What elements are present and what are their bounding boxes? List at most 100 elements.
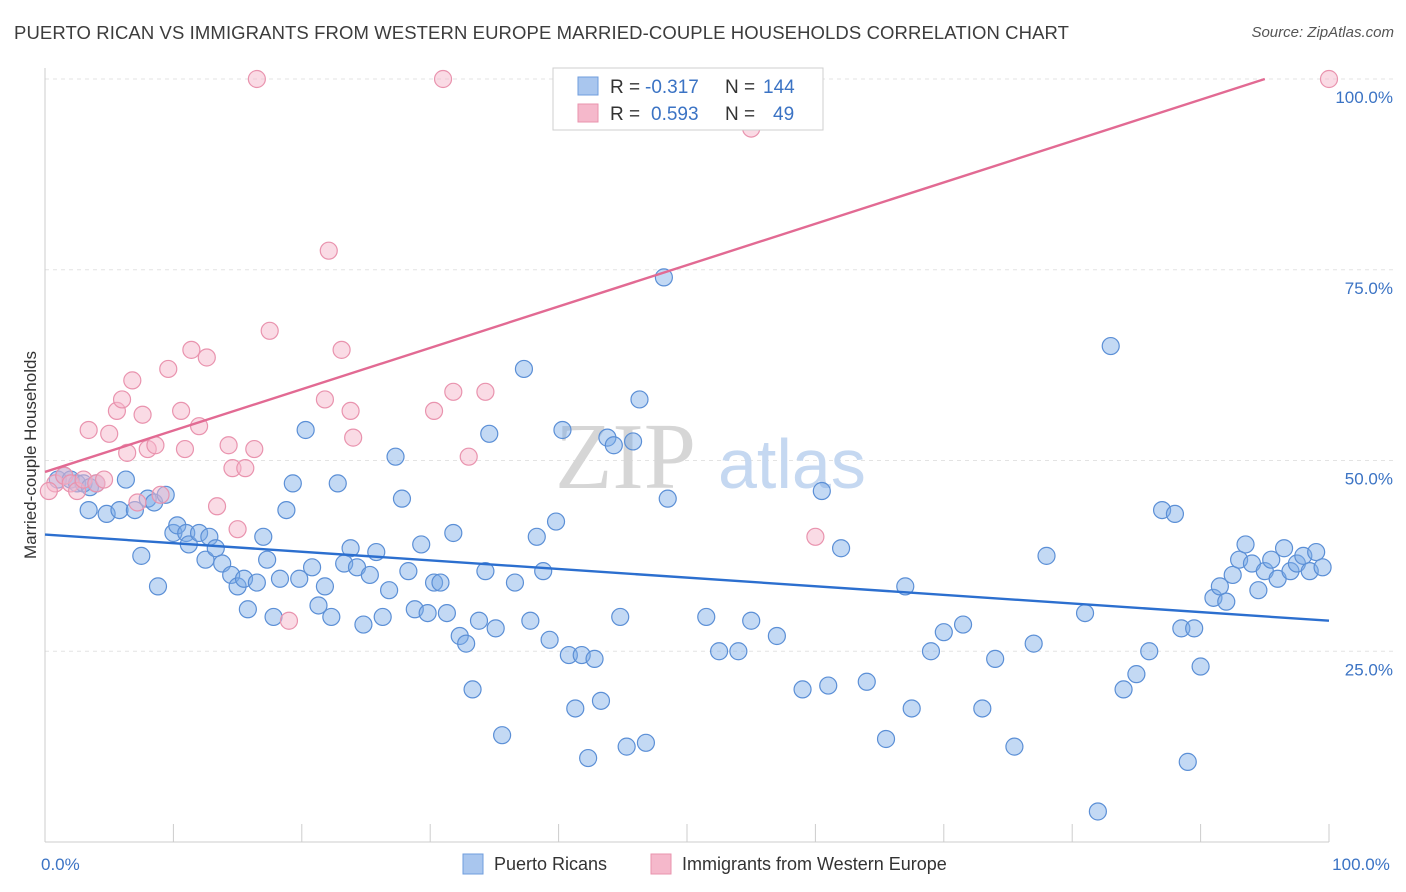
data-point bbox=[279, 611, 299, 630]
data-point bbox=[1088, 802, 1107, 821]
data-point bbox=[896, 577, 915, 596]
tick-labels: 25.0% 50.0% 75.0% 100.0% 0.0% 100.0% bbox=[41, 88, 1393, 874]
data-point bbox=[245, 439, 264, 459]
legend-swatch-puerto-ricans bbox=[577, 76, 599, 96]
legend-r-value: 0.593 bbox=[651, 104, 699, 125]
data-point bbox=[277, 500, 296, 520]
data-point bbox=[79, 420, 98, 440]
data-point bbox=[228, 520, 247, 539]
legend-n-value: 49 bbox=[773, 104, 794, 125]
data-point bbox=[344, 428, 363, 447]
data-point bbox=[328, 474, 347, 493]
legend-n-value: 144 bbox=[763, 77, 795, 98]
x-tick-label: 0.0% bbox=[41, 855, 80, 874]
trend-line bbox=[44, 77, 1266, 474]
data-point bbox=[1210, 577, 1229, 596]
bottom-legend-western-europe: Immigrants from Western Europe bbox=[682, 854, 947, 874]
data-point bbox=[392, 489, 412, 508]
bottom-legend-puerto-ricans: Puerto Ricans bbox=[494, 854, 607, 874]
data-point bbox=[290, 569, 309, 588]
watermark-atlas: atlas bbox=[718, 425, 866, 503]
data-point bbox=[527, 527, 546, 546]
data-point bbox=[480, 424, 499, 443]
data-point bbox=[264, 607, 283, 627]
data-point bbox=[921, 642, 941, 661]
data-point bbox=[934, 623, 953, 642]
data-point bbox=[360, 565, 379, 585]
data-point bbox=[1127, 665, 1146, 684]
data-point bbox=[412, 535, 431, 554]
data-point bbox=[424, 401, 444, 421]
data-point bbox=[476, 562, 495, 581]
data-point bbox=[123, 371, 142, 390]
data-point bbox=[197, 348, 216, 367]
data-point bbox=[319, 241, 338, 260]
data-point bbox=[598, 428, 617, 447]
data-point bbox=[128, 493, 147, 512]
legend-r-value: -0.317 bbox=[645, 77, 699, 98]
data-point bbox=[39, 481, 58, 501]
legend-n-label: N = bbox=[725, 104, 755, 125]
data-point bbox=[418, 603, 437, 623]
data-point bbox=[332, 340, 351, 359]
data-point bbox=[476, 382, 495, 401]
data-point bbox=[260, 321, 279, 340]
data-point bbox=[617, 737, 636, 756]
chart-title: PUERTO RICAN VS IMMIGRANTS FROM WESTERN … bbox=[14, 22, 1070, 43]
gridlines bbox=[45, 78, 1394, 652]
data-point bbox=[424, 573, 444, 592]
data-point bbox=[611, 607, 630, 627]
y-tick-label: 75.0% bbox=[1345, 279, 1393, 298]
data-point bbox=[876, 729, 896, 749]
data-point bbox=[1005, 737, 1024, 756]
trend-line bbox=[44, 533, 1330, 622]
data-point bbox=[658, 489, 677, 508]
data-point bbox=[247, 69, 266, 89]
data-point bbox=[819, 676, 838, 695]
data-point bbox=[1274, 539, 1294, 558]
data-point bbox=[729, 642, 748, 661]
data-point bbox=[283, 474, 302, 493]
data-point bbox=[182, 340, 201, 359]
y-axis-title: Married-couple Households bbox=[21, 351, 40, 559]
data-point bbox=[433, 69, 453, 89]
x-tick-label: 100.0% bbox=[1332, 855, 1390, 874]
data-point bbox=[591, 691, 611, 710]
data-point bbox=[112, 390, 132, 409]
data-point bbox=[296, 420, 315, 440]
data-point bbox=[1172, 619, 1191, 638]
data-point bbox=[534, 562, 553, 581]
data-point bbox=[1165, 504, 1185, 524]
data-point bbox=[94, 470, 114, 489]
correlation-legend: R = -0.317 N = 144 R = 0.593 N = 49 bbox=[552, 67, 824, 131]
data-point bbox=[100, 424, 119, 443]
data-point bbox=[521, 611, 540, 630]
data-point bbox=[444, 523, 463, 543]
data-point bbox=[793, 680, 812, 699]
data-point bbox=[399, 562, 418, 581]
data-point bbox=[228, 577, 247, 596]
data-point bbox=[159, 359, 178, 379]
data-point bbox=[132, 546, 151, 565]
data-point bbox=[514, 359, 534, 379]
data-point bbox=[1249, 581, 1268, 600]
data-point bbox=[1217, 592, 1236, 611]
trend-lines bbox=[44, 77, 1330, 622]
data-point bbox=[1223, 565, 1242, 585]
data-point bbox=[1262, 550, 1281, 569]
data-point bbox=[189, 523, 209, 543]
data-point bbox=[1281, 562, 1300, 581]
data-point bbox=[380, 581, 399, 600]
series-legend: Puerto Ricans Immigrants from Western Eu… bbox=[462, 853, 947, 875]
data-point bbox=[1075, 603, 1095, 623]
data-point bbox=[579, 748, 598, 768]
data-point bbox=[459, 447, 478, 466]
legend-r-label: R = bbox=[610, 77, 640, 98]
data-point bbox=[604, 436, 623, 455]
data-point bbox=[546, 512, 566, 531]
data-point bbox=[1024, 634, 1043, 653]
data-point bbox=[354, 615, 373, 634]
data-point bbox=[309, 596, 328, 615]
data-point bbox=[973, 699, 992, 718]
data-point bbox=[431, 573, 450, 592]
